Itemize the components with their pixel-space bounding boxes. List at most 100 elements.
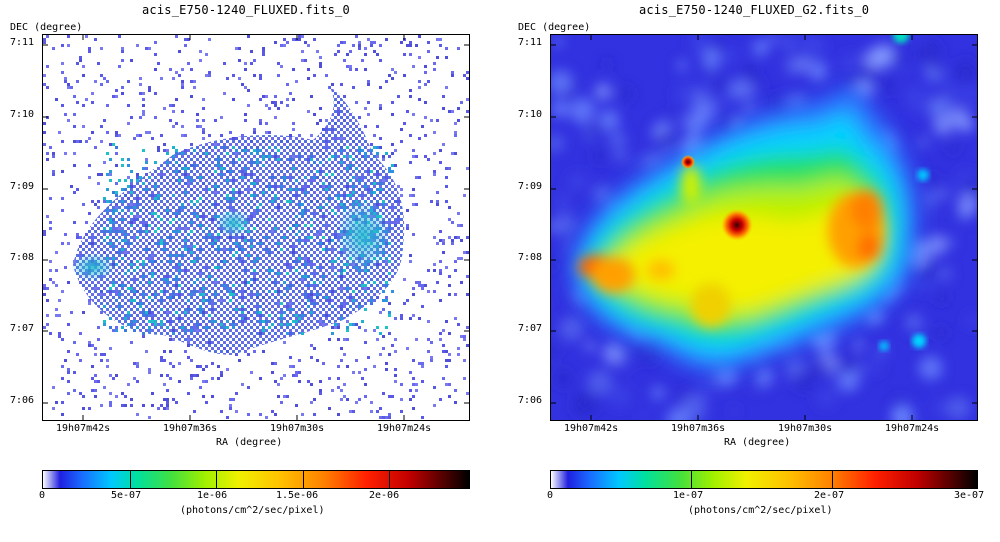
noise-pixel xyxy=(97,173,100,176)
noise-pixel xyxy=(85,221,88,224)
noise-pixel xyxy=(202,119,205,122)
noise-pixel xyxy=(127,122,130,125)
bright-pixel xyxy=(364,308,367,311)
bright-pixel xyxy=(181,167,184,170)
noise-pixel xyxy=(97,326,100,329)
bright-pixel xyxy=(163,278,166,281)
noise-pixel xyxy=(148,89,151,92)
bright-pixel xyxy=(112,257,115,260)
background-blob xyxy=(960,118,975,133)
noise-pixel xyxy=(385,362,388,365)
bright-pixel xyxy=(148,176,151,179)
bright-pixel xyxy=(319,242,322,245)
noise-pixel xyxy=(280,377,283,380)
bright-pixel xyxy=(346,287,349,290)
bright-pixel xyxy=(244,167,247,170)
bright-pixel xyxy=(388,254,391,257)
noise-pixel xyxy=(148,86,151,89)
bright-pixel xyxy=(130,323,133,326)
bright-pixel xyxy=(109,326,112,329)
noise-pixel xyxy=(49,221,52,224)
noise-pixel xyxy=(388,332,391,335)
noise-pixel xyxy=(460,335,463,338)
noise-pixel xyxy=(250,50,253,53)
bright-pixel xyxy=(157,215,160,218)
bright-pixel xyxy=(115,263,118,266)
bright-pixel xyxy=(346,194,349,197)
bright-pixel xyxy=(106,209,109,212)
noise-pixel xyxy=(61,71,64,74)
noise-pixel xyxy=(67,392,70,395)
noise-pixel xyxy=(403,278,406,281)
noise-pixel xyxy=(448,110,451,113)
bright-pixel xyxy=(181,254,184,257)
noise-pixel xyxy=(265,416,268,419)
noise-pixel xyxy=(346,398,349,401)
noise-pixel xyxy=(187,62,190,65)
noise-pixel xyxy=(187,392,190,395)
noise-pixel xyxy=(424,83,427,86)
bright-pixel xyxy=(316,293,319,296)
noise-pixel xyxy=(181,80,184,83)
bright-pixel xyxy=(376,146,379,149)
right-dec-axis-label: DEC (degree) xyxy=(518,22,591,33)
background-blob xyxy=(597,123,606,132)
noise-pixel xyxy=(130,59,133,62)
noise-pixel xyxy=(421,125,424,128)
bright-pixel xyxy=(352,176,355,179)
right-dec-tick-7-09: 7:09 xyxy=(518,181,543,192)
noise-pixel xyxy=(259,377,262,380)
noise-pixel xyxy=(55,314,58,317)
noise-pixel xyxy=(247,89,250,92)
bright-pixel xyxy=(142,260,145,263)
noise-pixel xyxy=(391,152,394,155)
bright-pixel xyxy=(112,212,115,215)
bright-pixel xyxy=(262,320,265,323)
right-source-b xyxy=(912,334,926,348)
noise-pixel xyxy=(376,410,379,413)
noise-pixel xyxy=(370,401,373,404)
bright-pixel xyxy=(175,230,178,233)
bright-pixel xyxy=(358,146,361,149)
bright-pixel xyxy=(250,152,253,155)
bright-pixel xyxy=(313,281,316,284)
bright-pixel xyxy=(196,215,199,218)
noise-pixel xyxy=(364,53,367,56)
noise-pixel xyxy=(406,227,409,230)
noise-pixel xyxy=(415,389,418,392)
left-frame-ticks xyxy=(43,35,469,420)
bright-pixel xyxy=(163,242,166,245)
noise-pixel xyxy=(385,296,388,299)
noise-pixel xyxy=(445,56,448,59)
noise-pixel xyxy=(61,413,64,416)
noise-pixel xyxy=(145,158,148,161)
right-ra-tick-24s: 19h07m24s xyxy=(885,423,940,434)
noise-pixel xyxy=(433,263,436,266)
bright-pixel xyxy=(214,320,217,323)
noise-pixel xyxy=(454,317,457,320)
bright-pixel xyxy=(346,167,349,170)
noise-pixel xyxy=(346,365,349,368)
noise-pixel xyxy=(79,236,82,239)
noise-pixel xyxy=(163,149,166,152)
left-colorbar-tick xyxy=(130,471,131,488)
noise-pixel xyxy=(88,164,91,167)
bright-pixel xyxy=(310,278,313,281)
bright-pixel xyxy=(229,197,232,200)
noise-pixel xyxy=(442,143,445,146)
background-blob xyxy=(729,407,739,416)
noise-pixel xyxy=(172,125,175,128)
noise-pixel xyxy=(76,236,79,239)
noise-pixel xyxy=(340,398,343,401)
left-sky-image[interactable] xyxy=(42,34,470,421)
right-sky-image[interactable] xyxy=(550,34,978,421)
noise-pixel xyxy=(403,302,406,305)
bright-pixel xyxy=(361,149,364,152)
bright-pixel xyxy=(340,317,343,320)
bright-pixel xyxy=(322,248,325,251)
bright-pixel xyxy=(289,284,292,287)
right-image-canvas xyxy=(551,35,977,420)
noise-pixel xyxy=(331,83,334,86)
background-blob xyxy=(891,405,914,420)
noise-pixel xyxy=(229,404,232,407)
